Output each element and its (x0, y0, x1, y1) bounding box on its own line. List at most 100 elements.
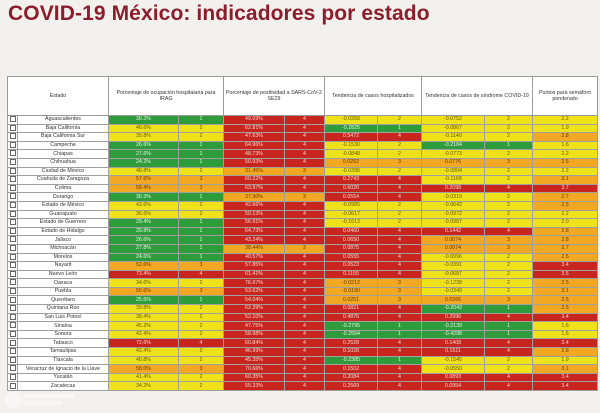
cell-trend-cases: -0.1545 (421, 355, 486, 366)
checkbox-icon[interactable] (9, 314, 16, 320)
checkbox-icon[interactable] (9, 185, 16, 191)
checkbox-icon[interactable] (9, 365, 16, 372)
cell-hosp-points: 2 (178, 132, 224, 142)
cell-trend-hospitalized-points: 2 (377, 140, 423, 151)
cell-positivity-points: 4 (283, 132, 326, 142)
checkbox-icon[interactable] (9, 288, 16, 294)
checkbox-icon[interactable] (9, 150, 16, 157)
checkbox-icon[interactable] (9, 357, 16, 363)
cell-state: Tabasco (17, 338, 109, 349)
checkbox-icon[interactable] (9, 262, 16, 269)
checkbox-icon[interactable] (9, 210, 16, 217)
checkbox-icon[interactable] (9, 322, 16, 329)
row-checkbox[interactable] (7, 252, 18, 263)
checkbox-icon[interactable] (9, 228, 16, 234)
checkbox-icon[interactable] (9, 279, 16, 286)
checkbox-icon[interactable] (9, 142, 16, 148)
checkbox-icon[interactable] (9, 253, 16, 260)
checkbox-icon[interactable] (9, 382, 16, 389)
cell-trend-cases: -0.0987 (421, 218, 486, 228)
cell-trend-cases-points: 2 (484, 200, 534, 211)
cell-hosp-points: 2 (178, 355, 224, 366)
checkbox-icon[interactable] (9, 271, 16, 277)
row-checkbox[interactable] (7, 132, 18, 142)
cell-hosp-points: 2 (178, 312, 224, 323)
row-checkbox[interactable] (7, 166, 18, 177)
cell-trend-cases: 0.0074 (421, 235, 486, 245)
row-checkbox[interactable] (7, 347, 18, 357)
checkbox-icon[interactable] (9, 159, 16, 166)
row-checkbox[interactable] (7, 226, 18, 237)
row-checkbox[interactable] (7, 209, 18, 220)
row-checkbox[interactable] (7, 218, 18, 228)
cell-positivity-points: 4 (283, 372, 326, 383)
cell-hosp-occupancy: 43.6% (108, 200, 179, 211)
row-checkbox[interactable] (7, 123, 18, 134)
row-checkbox[interactable] (7, 149, 18, 159)
checkbox-icon[interactable] (9, 296, 16, 303)
page-title: COVID-19 México: indicadores por estado (8, 2, 430, 25)
cell-total-points: 1.9 (532, 355, 599, 366)
checkbox-icon[interactable] (9, 202, 16, 209)
cell-positivity: 43.24% (223, 235, 285, 245)
checkbox-icon[interactable] (9, 374, 16, 380)
cell-positivity: 45.35% (223, 355, 285, 366)
row-checkbox[interactable] (7, 200, 18, 211)
cell-trend-hospitalized-points: 1 (377, 321, 423, 331)
row-checkbox[interactable] (7, 261, 18, 271)
cell-positivity-points: 4 (283, 355, 326, 366)
row-checkbox[interactable] (7, 183, 18, 194)
cell-trend-cases: -0.1238 (421, 278, 486, 288)
cell-hosp-occupancy: 52.6% (108, 261, 179, 271)
checkbox-icon[interactable] (9, 236, 16, 243)
checkbox-icon[interactable] (9, 125, 16, 131)
checkbox-icon[interactable] (9, 219, 16, 226)
row-checkbox[interactable] (7, 115, 18, 125)
row-checkbox[interactable] (7, 364, 18, 374)
cell-total-points: 3.4 (532, 261, 599, 271)
table-row: Sinaloa 45.2% 2 47.75% 4 -0.2795 1 -0.2139 1 1.6 (7, 321, 599, 331)
cell-positivity: 61.41% (223, 269, 285, 280)
checkbox-icon[interactable] (9, 245, 16, 251)
cell-hosp-occupancy: 24.2% (108, 157, 179, 168)
row-checkbox[interactable] (7, 175, 18, 185)
cell-positivity: 53.62% (223, 286, 285, 297)
row-checkbox[interactable] (7, 269, 18, 280)
checkbox-icon[interactable] (9, 305, 16, 312)
cell-trend-hospitalized: 0.0460 (324, 226, 379, 237)
row-checkbox[interactable] (7, 278, 18, 288)
checkbox-icon[interactable] (9, 116, 16, 123)
row-checkbox[interactable] (7, 372, 18, 383)
checkbox-icon[interactable] (9, 331, 16, 337)
checkbox-icon[interactable] (9, 176, 16, 183)
cell-positivity-points: 3 (283, 166, 326, 177)
cell-hosp-occupancy: 24.6% (108, 252, 179, 263)
checkbox-icon[interactable] (9, 168, 16, 174)
checkbox-icon[interactable] (9, 348, 16, 355)
row-checkbox[interactable] (7, 312, 18, 323)
row-checkbox[interactable] (7, 321, 18, 331)
row-checkbox[interactable] (7, 355, 18, 366)
row-checkbox[interactable] (7, 338, 18, 349)
cell-trend-hospitalized-points: 4 (377, 304, 423, 314)
cell-hosp-occupancy: 27.6% (108, 149, 179, 159)
cell-positivity-points: 4 (283, 312, 326, 323)
table-row: Nayarit 52.6% 3 57.85% 4 0.0523 4 -0.0391 2 3.4 (7, 261, 599, 271)
checkbox-icon[interactable] (9, 339, 16, 346)
cell-trend-hospitalized: 0.0875 (324, 243, 379, 254)
row-checkbox[interactable] (7, 140, 18, 151)
checkbox-icon[interactable] (9, 133, 16, 140)
row-checkbox[interactable] (7, 329, 18, 340)
row-checkbox[interactable] (7, 192, 18, 202)
row-checkbox[interactable] (7, 235, 18, 245)
row-checkbox[interactable] (7, 243, 18, 254)
cell-trend-hospitalized-points: 4 (377, 132, 423, 142)
row-checkbox[interactable] (7, 295, 18, 306)
cell-trend-cases: -0.0349 (421, 286, 486, 297)
checkbox-icon[interactable] (9, 193, 16, 200)
cell-trend-cases: -0.2184 (421, 140, 486, 151)
row-checkbox[interactable] (7, 286, 18, 297)
row-checkbox[interactable] (7, 157, 18, 168)
row-checkbox[interactable] (7, 304, 18, 314)
cell-trend-cases-points: 1 (484, 321, 534, 331)
